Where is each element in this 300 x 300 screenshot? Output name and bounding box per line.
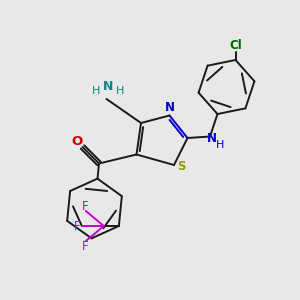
Text: H: H bbox=[216, 140, 225, 151]
Text: N: N bbox=[206, 131, 217, 145]
Text: Cl: Cl bbox=[230, 39, 242, 52]
Text: F: F bbox=[82, 200, 88, 213]
Text: N: N bbox=[165, 100, 175, 114]
Text: N: N bbox=[103, 80, 113, 93]
Text: F: F bbox=[74, 220, 80, 232]
Text: H: H bbox=[116, 85, 124, 96]
Text: S: S bbox=[177, 160, 186, 173]
Text: O: O bbox=[71, 135, 83, 148]
Text: F: F bbox=[82, 240, 88, 253]
Text: H: H bbox=[92, 85, 100, 96]
